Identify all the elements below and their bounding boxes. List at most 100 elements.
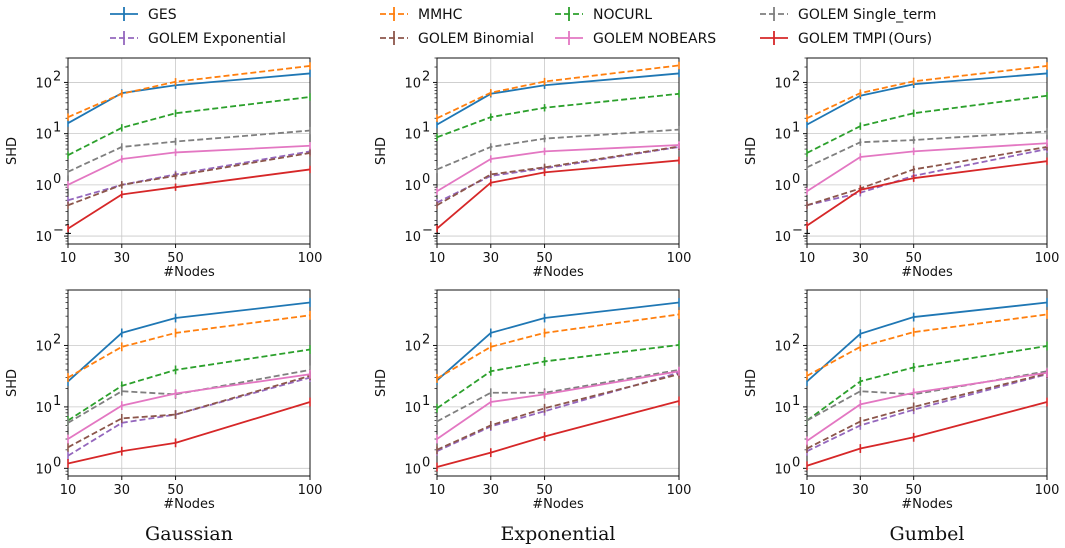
x-axis-label: #Nodes: [163, 265, 215, 280]
legend-label-golem-nobears: GOLEM NOBEARS: [593, 31, 716, 47]
x-axis-label: #Nodes: [901, 497, 953, 512]
series-golem-single-term: [436, 365, 680, 426]
ytick-label: 10: [774, 401, 791, 416]
xtick-label: 100: [1035, 251, 1060, 266]
xtick-label: 100: [1035, 483, 1060, 498]
y-axis-label: SHD: [5, 369, 20, 397]
ytick-label: 10: [35, 339, 52, 354]
series-nocurl: [436, 90, 680, 141]
series-line: [436, 92, 680, 139]
series-golem-binomial: [67, 149, 311, 209]
series-golem-nobears: [806, 139, 1048, 195]
series-line: [67, 314, 311, 379]
series-line: [67, 96, 311, 156]
series-line: [806, 313, 1048, 377]
series-line: [67, 348, 311, 422]
ytick-exponent: 1: [792, 121, 800, 136]
ytick-exponent: 0: [53, 172, 61, 187]
series-line: [67, 375, 311, 449]
xtick-label: 50: [167, 483, 184, 498]
series-line: [806, 65, 1048, 120]
series-golem-nobears: [806, 368, 1048, 446]
series-golem-binomial: [436, 142, 680, 209]
xtick-label: 10: [799, 251, 816, 266]
ytick-exponent: 0: [792, 172, 800, 187]
legend-label-golem-single-term: GOLEM Single_term: [798, 7, 936, 23]
series-ges: [436, 298, 680, 385]
series-line: [436, 313, 680, 380]
series-golem-single-term: [436, 125, 680, 174]
ytick-label: 10: [404, 401, 421, 416]
ytick-exponent: 1: [422, 121, 430, 136]
series-golem-exponential: [67, 147, 311, 204]
caption-gumbel: Gumbel: [890, 523, 965, 545]
xtick-label: 50: [167, 251, 184, 266]
legend-label-nocurl: NOCURL: [593, 7, 652, 23]
axes-frame: [436, 57, 680, 245]
y-axis-label: SHD: [374, 369, 389, 397]
xtick-label: 100: [298, 483, 323, 498]
xtick-label: 30: [114, 483, 131, 498]
ytick-label: 10: [404, 179, 421, 194]
legend-label-mmhc: MMHC: [418, 7, 463, 23]
series-golem-tmpi: [436, 396, 680, 472]
ytick-label: 10: [774, 128, 791, 143]
series-mmhc: [67, 310, 311, 383]
ytick-exponent: 0: [53, 455, 61, 470]
ytick-exponent: 2: [792, 69, 800, 84]
series-line: [806, 130, 1048, 169]
series-line: [67, 65, 311, 118]
series-line: [67, 401, 311, 465]
legend-label-golem-tmpi: GOLEM TMPI (Ours): [798, 31, 932, 47]
series-line: [436, 344, 680, 410]
xtick-label: 30: [852, 483, 869, 498]
caption-exponential: Exponential: [500, 523, 615, 545]
xtick-label: 30: [852, 251, 869, 266]
series-line: [806, 142, 1048, 193]
ytick-exponent: 0: [422, 455, 430, 470]
xtick-label: 100: [667, 251, 692, 266]
xtick-label: 30: [483, 251, 500, 266]
series-golem-nobears: [67, 142, 311, 189]
series-line: [67, 369, 311, 424]
legend-item-golem-binomial: GOLEM Binomial: [380, 31, 534, 47]
legend-label-ges: GES: [148, 7, 177, 23]
series-line: [806, 72, 1048, 126]
series-line: [806, 372, 1048, 450]
series-line: [67, 129, 311, 173]
legend-item-golem-exponential: GOLEM Exponential: [110, 31, 286, 47]
series-line: [436, 301, 680, 382]
ytick-label: 10: [35, 401, 52, 416]
ytick-label: 10: [35, 230, 52, 245]
ytick-exponent: 1: [422, 394, 430, 409]
legend-label-golem-exponential: GOLEM Exponential: [148, 31, 286, 47]
y-axis-label: SHD: [744, 137, 759, 165]
series-golem-exponential: [436, 368, 680, 456]
series-line: [436, 369, 680, 423]
ytick-exponent: −1: [53, 223, 72, 238]
ytick-label: 10: [774, 462, 791, 477]
y-axis-label: SHD: [5, 137, 20, 165]
series-ges: [806, 69, 1048, 129]
series-golem-tmpi: [67, 397, 311, 468]
ytick-exponent: 2: [53, 69, 61, 84]
series-golem-single-term: [67, 126, 311, 176]
series-line: [806, 345, 1048, 422]
series-line: [806, 373, 1048, 453]
series-nocurl: [436, 340, 680, 413]
series-line: [67, 152, 311, 207]
x-axis-label: #Nodes: [532, 265, 584, 280]
y-axis-label: SHD: [744, 369, 759, 397]
ytick-label: 10: [404, 128, 421, 143]
series-mmhc: [67, 62, 311, 121]
series-golem-tmpi: [436, 156, 680, 233]
series-line: [806, 301, 1048, 383]
ytick-label: 10: [404, 339, 421, 354]
series-mmhc: [806, 62, 1048, 122]
series-golem-single-term: [806, 127, 1048, 172]
x-axis-label: #Nodes: [163, 497, 215, 512]
series-line: [436, 144, 680, 193]
